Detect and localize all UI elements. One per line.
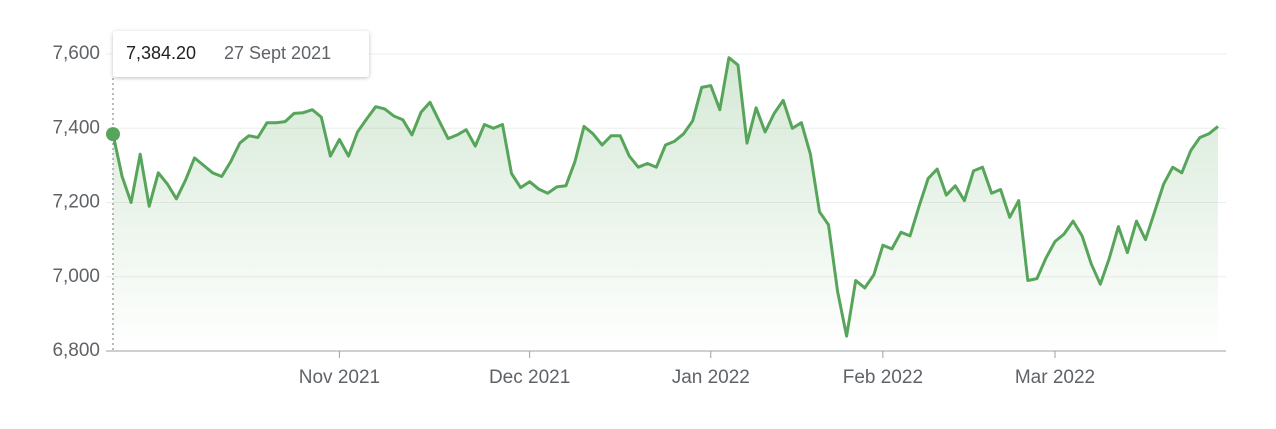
y-tick-label: 7,200 <box>52 192 100 213</box>
area <box>113 57 1218 351</box>
line <box>111 56 1219 338</box>
tooltip-box <box>113 31 369 77</box>
tooltip: 7,384.20 27 Sept 2021 <box>106 31 369 351</box>
y-tick-label: 7,400 <box>52 117 100 138</box>
plot <box>111 56 1219 351</box>
y-tick-label: 7,600 <box>52 43 100 64</box>
x-tick-label: Jan 2022 <box>672 367 750 388</box>
y-tick-label: 7,000 <box>52 266 100 287</box>
y-tick-label: 6,800 <box>52 340 100 361</box>
x-tick-label: Nov 2021 <box>299 367 380 388</box>
x-tick-label: Feb 2022 <box>843 367 923 388</box>
hover-point <box>106 127 120 142</box>
tooltip-value: 7,384.20 <box>126 43 196 63</box>
x-tick-label: Dec 2021 <box>489 367 570 388</box>
x-tick-label: Mar 2022 <box>1015 367 1095 388</box>
tooltip-date: 27 Sept 2021 <box>224 43 331 63</box>
